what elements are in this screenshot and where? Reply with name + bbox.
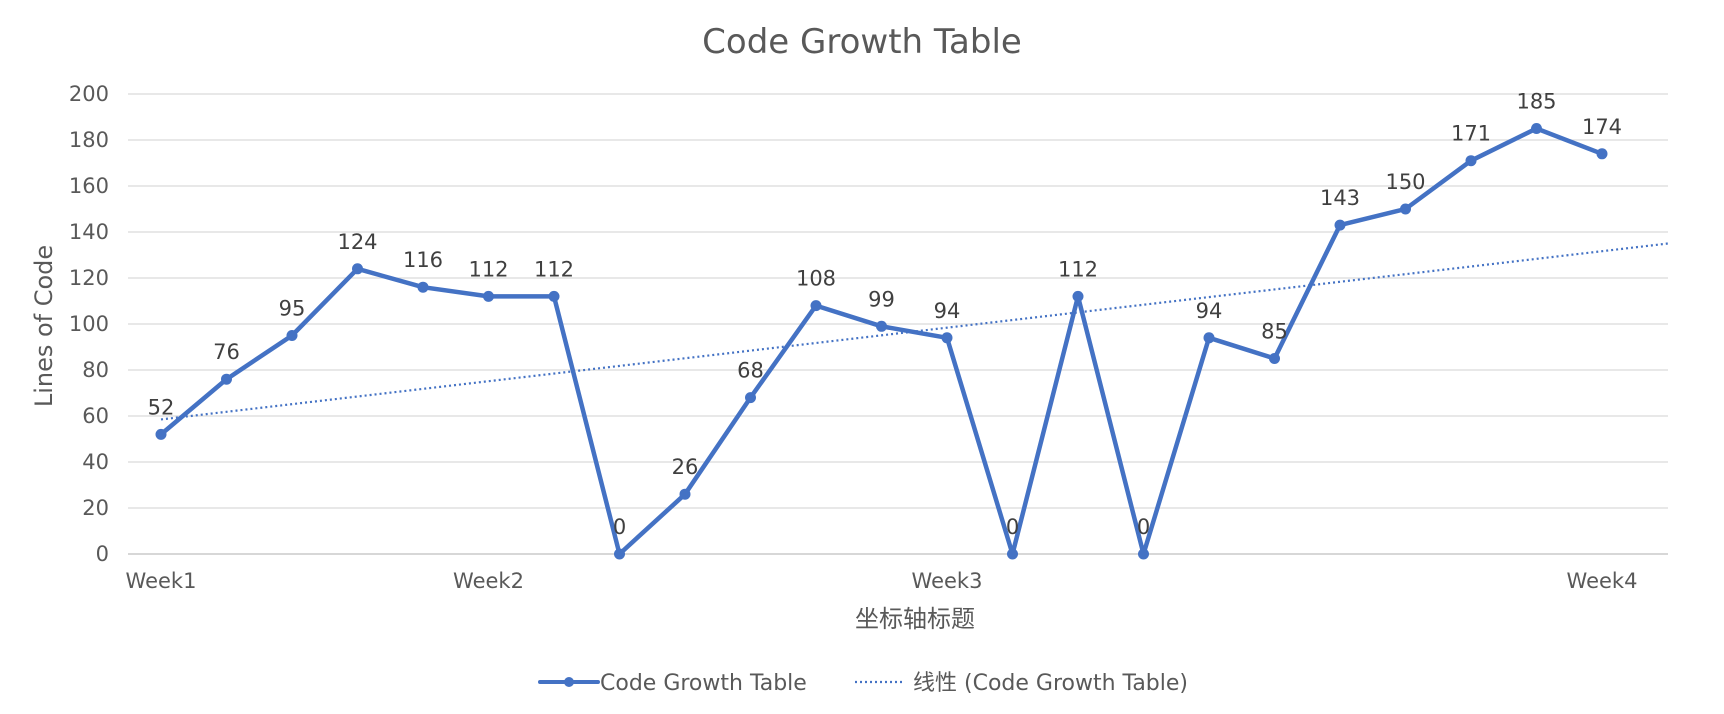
x-axis-ticks: Week1 Week2 Week3 Week4 <box>126 569 1638 593</box>
x-tick-label: Week3 <box>912 569 983 593</box>
legend-item-trendline: 线性 (Code Growth Table) <box>855 671 1188 696</box>
data-labels: 52 76 95 124 116 112 112 0 26 68 108 99 94 0 112 0 94 85 1… <box>148 90 1622 540</box>
data-label: 26 <box>672 455 699 479</box>
x-tick-label: Week4 <box>1567 569 1638 593</box>
y-axis-ticks: 0 20 40 60 80 100 120 140 160 180 200 <box>69 82 109 566</box>
gridlines <box>128 93 1668 555</box>
data-point <box>745 392 756 404</box>
data-label: 76 <box>213 340 240 364</box>
data-point <box>221 373 232 385</box>
data-label: 68 <box>737 359 764 383</box>
data-point <box>1203 332 1215 344</box>
y-tick-label: 140 <box>69 220 109 244</box>
data-point <box>155 428 167 440</box>
y-tick-label: 200 <box>69 82 109 106</box>
x-tick-label: Week2 <box>453 569 524 593</box>
data-label: 174 <box>1582 115 1622 139</box>
x-axis-title: 坐标轴标题 <box>855 605 975 633</box>
data-label: 0 <box>1137 515 1150 539</box>
legend-trendline-label: 线性 (Code Growth Table) <box>913 671 1188 696</box>
data-point <box>1334 219 1346 231</box>
legend-item-series: Code Growth Table <box>538 671 807 696</box>
data-point <box>1596 148 1608 160</box>
data-label: 116 <box>403 248 443 272</box>
y-tick-label: 0 <box>96 542 109 566</box>
data-label: 108 <box>796 267 836 291</box>
data-point <box>286 330 298 341</box>
y-axis-title: Lines of Code <box>30 245 58 407</box>
data-point <box>352 263 363 275</box>
y-tick-label: 160 <box>69 174 109 198</box>
data-label: 150 <box>1385 170 1425 194</box>
data-point <box>1269 353 1280 364</box>
data-label: 112 <box>1058 257 1098 281</box>
data-point <box>941 332 953 344</box>
data-point <box>1072 290 1084 302</box>
data-point <box>1007 548 1018 560</box>
data-label: 0 <box>613 515 626 539</box>
data-label: 85 <box>1261 320 1288 344</box>
legend: Code Growth Table 线性 (Code Growth Table) <box>538 671 1188 696</box>
y-tick-label: 40 <box>82 450 109 474</box>
y-tick-label: 120 <box>69 266 109 290</box>
data-label: 112 <box>534 257 574 281</box>
y-tick-label: 80 <box>82 358 109 382</box>
data-point <box>417 281 429 293</box>
data-point <box>1138 548 1149 560</box>
data-point <box>548 290 560 302</box>
data-label: 52 <box>148 395 175 419</box>
data-point <box>679 488 691 500</box>
chart-title: Code Growth Table <box>702 22 1022 62</box>
series-code-growth <box>155 123 1608 560</box>
data-point <box>810 300 822 312</box>
y-tick-label: 100 <box>69 312 109 336</box>
data-point <box>1400 203 1411 215</box>
data-label: 143 <box>1320 186 1360 210</box>
x-tick-label: Week1 <box>126 569 197 593</box>
data-point <box>614 548 625 560</box>
data-label: 124 <box>337 230 377 254</box>
legend-series-label: Code Growth Table <box>600 671 807 696</box>
y-tick-label: 180 <box>69 128 109 152</box>
data-label: 94 <box>1196 299 1223 323</box>
data-label: 112 <box>468 257 508 281</box>
data-point <box>1465 155 1477 167</box>
data-label: 0 <box>1006 515 1019 539</box>
data-label: 94 <box>934 299 961 323</box>
data-label: 99 <box>868 287 895 311</box>
data-label: 185 <box>1516 90 1556 114</box>
y-tick-label: 20 <box>82 496 109 520</box>
data-point <box>1531 123 1542 134</box>
y-tick-label: 60 <box>82 404 109 428</box>
data-point <box>483 290 494 302</box>
data-point <box>876 320 887 332</box>
data-label: 171 <box>1451 122 1491 146</box>
data-label: 95 <box>279 297 306 321</box>
